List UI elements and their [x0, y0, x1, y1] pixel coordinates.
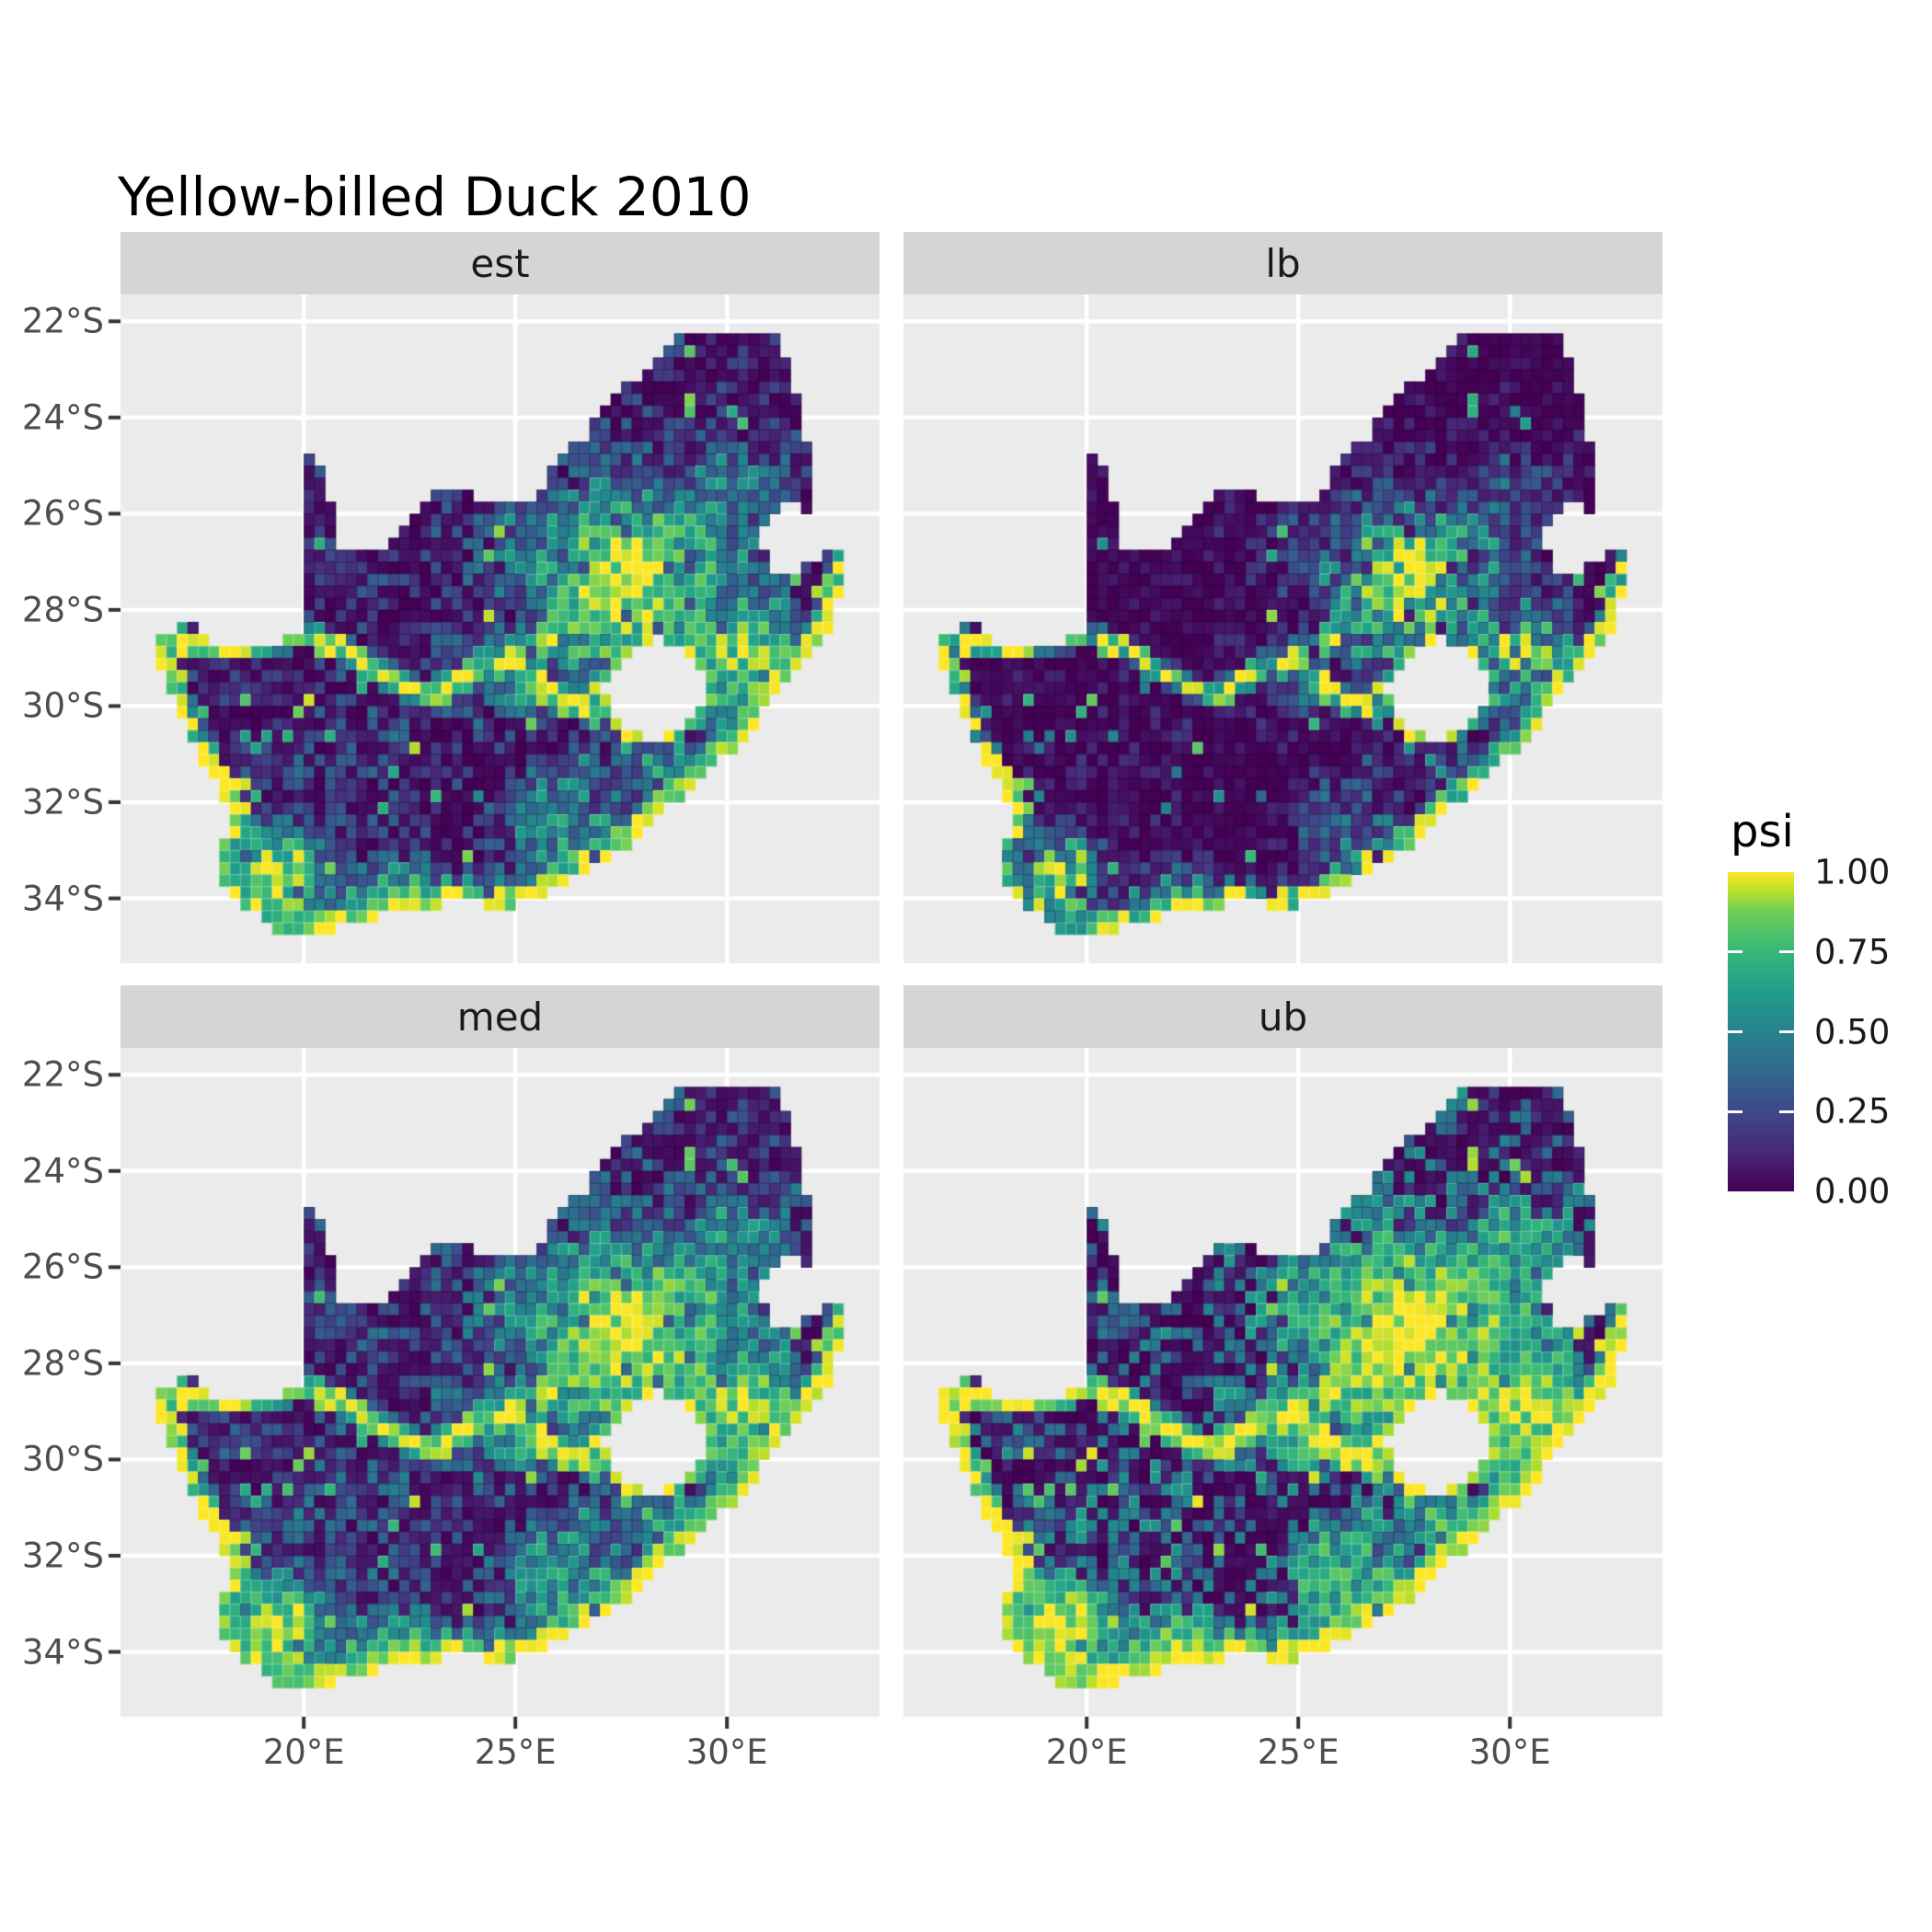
y-tick-label: 32°S: [21, 782, 104, 822]
facet-strip-med: med: [121, 985, 880, 1048]
x-tick-label: 30°E: [1468, 1732, 1551, 1772]
y-tick-label: 30°S: [21, 685, 104, 726]
y-tick-label: 22°S: [21, 1054, 104, 1095]
facet-strip-label: med: [456, 994, 544, 1040]
facet-strip-label: lb: [1265, 240, 1301, 286]
legend-value-label: 0.00: [1814, 1171, 1891, 1212]
facet-strip-lb: lb: [903, 232, 1662, 294]
y-tick-label: 28°S: [21, 1343, 104, 1384]
legend-colorbar: [1728, 872, 1794, 1191]
y-tick-label: 34°S: [21, 879, 104, 918]
y-tick-label: 26°S: [21, 1247, 104, 1287]
y-tick-label: 34°S: [21, 1632, 104, 1672]
plot-title: Yellow-billed Duck 2010: [118, 166, 752, 228]
legend-value-label: 1.00: [1814, 852, 1891, 892]
x-tick-label: 30°E: [685, 1732, 768, 1772]
y-tick-label: 32°S: [21, 1535, 104, 1576]
legend-bar-tick: [1728, 950, 1742, 954]
legend-bar-tick: [1728, 1110, 1742, 1113]
legend-value-label: 0.75: [1814, 932, 1891, 972]
legend-bar-tick: [1728, 1030, 1742, 1033]
x-tick-label: 25°E: [474, 1732, 557, 1772]
legend-value-label: 0.50: [1814, 1012, 1891, 1052]
legend-bar-tick: [1779, 1030, 1794, 1033]
legend-bar-tick: [1779, 1110, 1794, 1113]
facet-strip-est: est: [121, 232, 880, 294]
legend-value-label: 0.25: [1814, 1091, 1891, 1132]
y-tick-label: 30°S: [21, 1439, 104, 1479]
y-tick-label: 28°S: [21, 590, 104, 630]
facet-strip-label: est: [470, 240, 530, 286]
y-tick-label: 24°S: [21, 1151, 104, 1191]
y-tick-label: 22°S: [21, 301, 104, 341]
facet-strip-ub: ub: [903, 985, 1662, 1048]
facet-strip-label: ub: [1258, 994, 1308, 1040]
legend-title: psi: [1731, 806, 1794, 857]
x-tick-label: 20°E: [262, 1732, 345, 1772]
x-tick-label: 25°E: [1257, 1732, 1340, 1772]
y-tick-label: 24°S: [21, 397, 104, 438]
x-tick-label: 20°E: [1045, 1732, 1128, 1772]
legend-bar-tick: [1779, 950, 1794, 954]
y-tick-label: 26°S: [21, 493, 104, 534]
